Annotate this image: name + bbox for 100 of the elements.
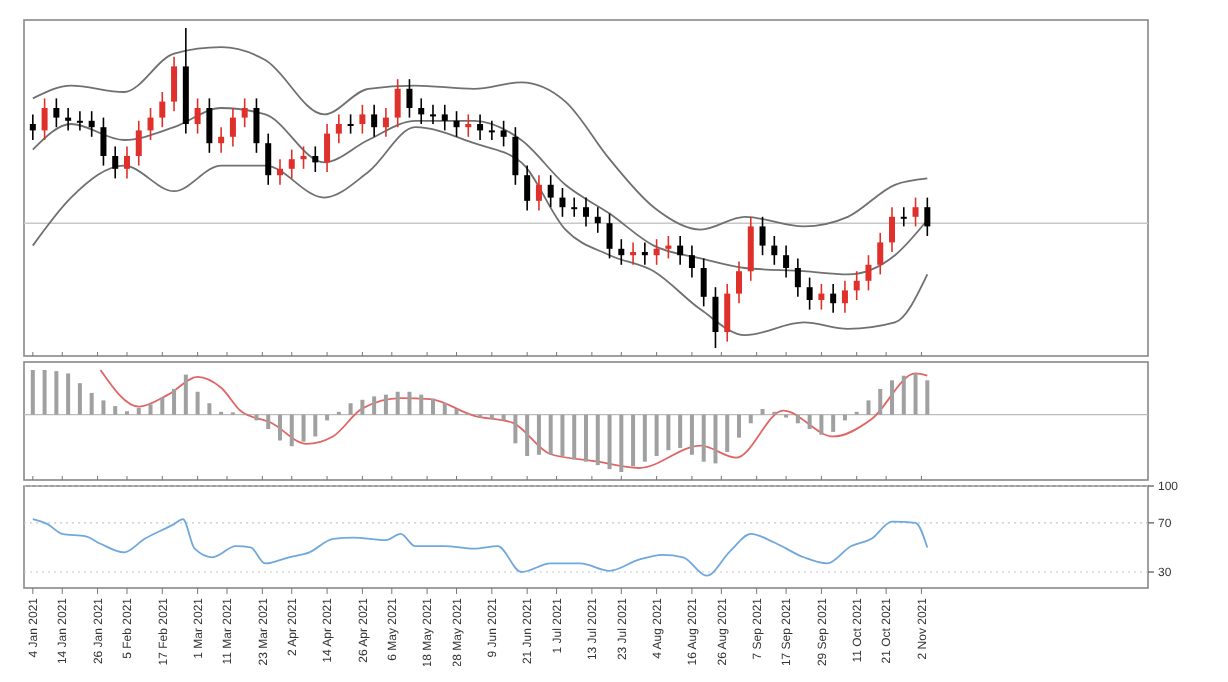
candlestick	[830, 283, 837, 314]
bar	[77, 383, 82, 415]
bar	[454, 408, 459, 415]
candlestick	[594, 206, 601, 234]
candlestick	[900, 206, 907, 228]
candlestick	[677, 235, 684, 266]
candlestick	[88, 110, 95, 138]
candlestick	[453, 110, 460, 138]
bar	[360, 399, 365, 415]
candlestick	[806, 276, 813, 311]
candlestick	[441, 104, 448, 132]
bar	[748, 414, 753, 424]
bar	[642, 414, 647, 462]
bar	[654, 414, 659, 456]
candlestick	[583, 196, 589, 228]
bar	[666, 414, 671, 451]
candlestick	[53, 97, 60, 128]
candlestick	[465, 113, 472, 138]
bar	[372, 396, 377, 415]
candlestick	[747, 216, 754, 282]
bar	[301, 414, 306, 442]
bar	[760, 408, 765, 415]
bar	[42, 370, 47, 415]
bar	[572, 414, 577, 460]
bar	[160, 397, 165, 415]
bar	[183, 374, 188, 415]
candlestick	[429, 104, 436, 125]
bar	[442, 403, 447, 415]
candlestick	[41, 97, 48, 141]
candlestick	[265, 132, 272, 186]
bar	[513, 414, 518, 444]
candlestick	[300, 145, 307, 170]
candlestick	[783, 244, 790, 279]
candlestick	[688, 244, 695, 279]
candlestick	[359, 104, 366, 135]
candlestick	[665, 235, 672, 260]
candlestick	[618, 238, 625, 266]
candlestick	[477, 113, 484, 141]
candlestick	[889, 206, 896, 253]
bar	[548, 414, 553, 455]
candlestick	[736, 260, 743, 304]
bar	[913, 373, 918, 415]
bar	[678, 414, 683, 448]
bar	[525, 414, 530, 456]
bar	[419, 394, 424, 415]
candlestick	[630, 241, 637, 266]
bar	[607, 414, 612, 470]
bar	[737, 414, 742, 438]
candlestick	[559, 187, 566, 218]
bar	[395, 391, 400, 415]
bar	[195, 391, 200, 415]
candlestick	[206, 97, 213, 154]
bar	[713, 414, 718, 464]
candlestick	[500, 120, 507, 148]
candlestick	[653, 238, 660, 266]
bar	[631, 414, 636, 467]
candlestick	[335, 113, 342, 144]
bar	[831, 414, 836, 432]
bar	[878, 388, 883, 415]
candlestick	[818, 283, 825, 311]
bar	[689, 414, 694, 455]
bar	[348, 403, 353, 415]
bar	[113, 406, 118, 415]
bar	[383, 394, 388, 415]
candlestick	[135, 120, 142, 167]
bar	[207, 403, 212, 415]
bar	[66, 373, 71, 415]
bar	[172, 388, 177, 415]
bar	[536, 414, 541, 455]
candlestick	[912, 196, 919, 228]
candlestick	[571, 196, 578, 218]
bar	[289, 414, 294, 447]
candlestick	[288, 148, 295, 180]
candlestick	[418, 97, 425, 125]
candlestick	[794, 257, 801, 298]
bar	[313, 414, 318, 437]
candlestick	[229, 107, 236, 148]
candlestick	[371, 104, 378, 138]
candlestick	[406, 78, 413, 119]
bar	[430, 398, 435, 415]
candlestick	[924, 196, 931, 237]
candlestick	[535, 174, 542, 212]
candlestick	[724, 283, 731, 343]
bar	[89, 392, 94, 415]
bar	[584, 414, 588, 462]
candlestick	[712, 286, 719, 349]
candlestick	[171, 56, 178, 112]
line-series	[31, 518, 929, 577]
bar	[866, 400, 871, 415]
candlestick	[841, 280, 848, 314]
candlestick	[853, 270, 860, 301]
bar	[30, 370, 35, 415]
bar	[560, 414, 565, 456]
candlestick	[76, 110, 83, 132]
bar	[148, 404, 153, 415]
bar	[701, 414, 706, 462]
bar	[901, 375, 906, 415]
bar	[407, 391, 412, 415]
bar	[595, 414, 600, 466]
candlestick	[147, 107, 154, 141]
